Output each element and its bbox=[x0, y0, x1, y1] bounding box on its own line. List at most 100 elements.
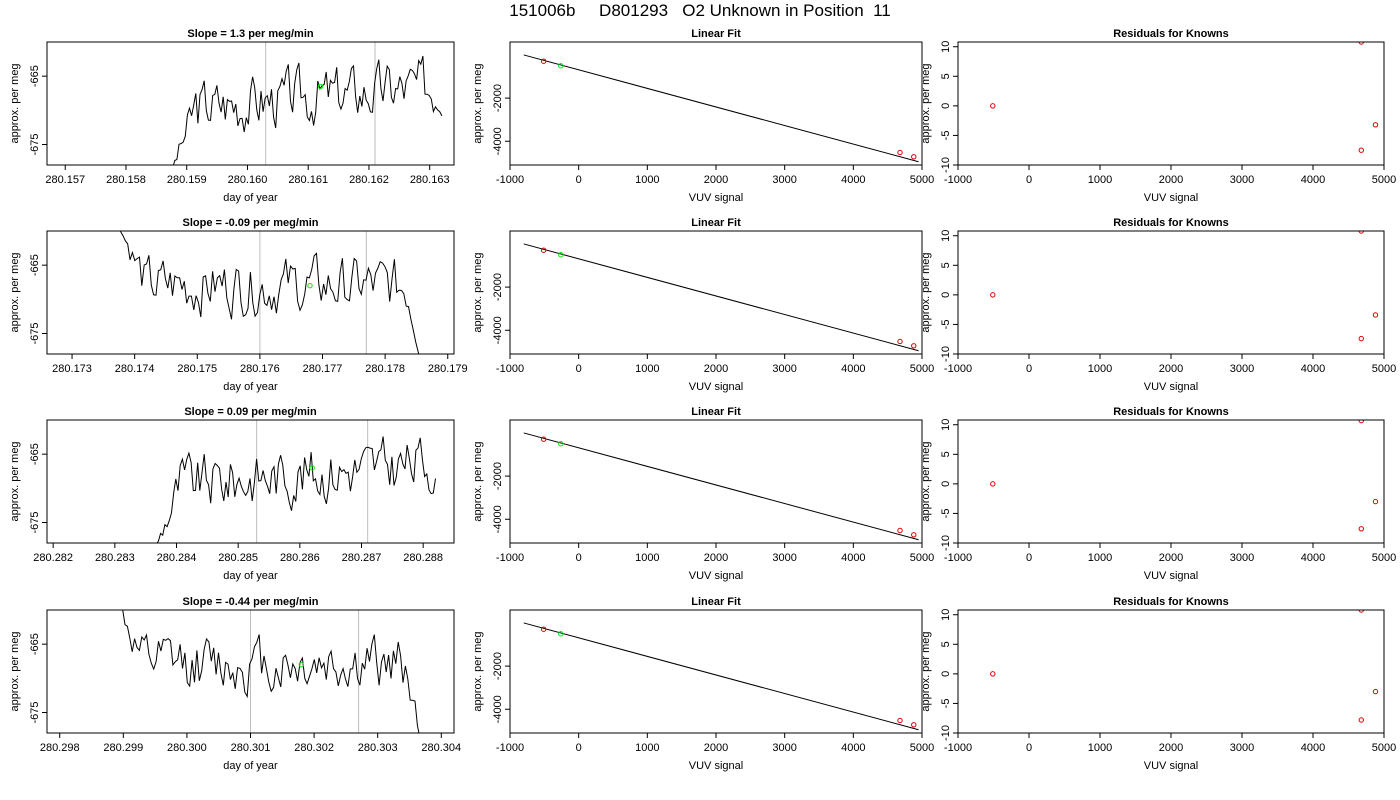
panel-title: Residuals for Knowns bbox=[1113, 217, 1229, 229]
x-tick-label: 280.286 bbox=[280, 552, 320, 564]
fit-line bbox=[523, 54, 919, 163]
panel-title: Slope = 0.09 per meg/min bbox=[184, 406, 317, 418]
x-tick-label: 4000 bbox=[841, 174, 865, 186]
panel-fit-row-1: Linear Fit -1000 0 1000 2000 3000 4000 5000 -200… bbox=[472, 28, 934, 204]
known-point-2 bbox=[897, 338, 903, 345]
x-tick-label: 280.299 bbox=[103, 742, 143, 754]
panel-title: Linear Fit bbox=[691, 217, 741, 229]
x-tick-label: 3000 bbox=[1230, 742, 1254, 754]
panel-title: Residuals for Knowns bbox=[1113, 406, 1229, 418]
x-axis-label: day of year bbox=[223, 381, 278, 393]
panel-timeseries-row-2: Slope = -0.09 per meg/min 280.173 280.174 2… bbox=[9, 217, 468, 393]
x-tick-label: 5000 bbox=[910, 552, 934, 564]
x-tick-label: 280.302 bbox=[294, 742, 334, 754]
fit-line bbox=[523, 243, 919, 352]
panel-timeseries-row-4: Slope = -0.44 per meg/min 280.298 280.299 2… bbox=[9, 596, 461, 772]
unknown-point-1 bbox=[558, 441, 564, 447]
panel-title: Slope = -0.09 per meg/min bbox=[182, 217, 318, 229]
y-tick-label: -10 bbox=[940, 725, 952, 741]
plot-data bbox=[990, 420, 1379, 532]
x-tick-label: 1000 bbox=[635, 552, 659, 564]
known-point-1 bbox=[540, 626, 547, 632]
x-tick-label: 2000 bbox=[1159, 363, 1183, 375]
y-tick-label: -2000 bbox=[492, 462, 504, 490]
known-point-4 bbox=[1372, 122, 1379, 128]
y-tick-label: 0 bbox=[940, 671, 952, 677]
y-tick-label: -2000 bbox=[492, 84, 504, 112]
x-tick-label: 280.282 bbox=[33, 552, 73, 564]
x-tick-label: 3000 bbox=[1230, 174, 1254, 186]
x-tick-label: -1000 bbox=[496, 363, 524, 375]
known-point-1 bbox=[990, 481, 996, 487]
x-tick-label: 2000 bbox=[704, 174, 728, 186]
x-tick-label: 280.162 bbox=[349, 174, 389, 186]
y-tick-label: -10 bbox=[940, 157, 952, 173]
x-tick-label: -1000 bbox=[944, 174, 972, 186]
y-axis-label: approx. per meg bbox=[472, 631, 484, 711]
x-tick-label: 2000 bbox=[704, 552, 728, 564]
x-tick-label: 280.173 bbox=[52, 363, 92, 375]
plot-frame bbox=[509, 41, 923, 166]
plot-frame bbox=[957, 230, 1385, 355]
x-tick-label: -1000 bbox=[944, 742, 972, 754]
x-tick-label: 0 bbox=[576, 174, 582, 186]
y-tick-label: -675 bbox=[29, 133, 41, 155]
x-tick-label: 3000 bbox=[772, 363, 796, 375]
known-point-1 bbox=[990, 292, 996, 298]
plot-data bbox=[990, 610, 1379, 723]
x-tick-label: 280.285 bbox=[218, 552, 258, 564]
x-tick-label: 280.160 bbox=[228, 174, 268, 186]
x-tick-label: 1000 bbox=[1088, 552, 1112, 564]
x-tick-label: 280.303 bbox=[358, 742, 398, 754]
known-point-2 bbox=[1358, 42, 1364, 45]
known-point-4 bbox=[1372, 312, 1379, 318]
y-axis-label: approx. per meg bbox=[920, 63, 932, 143]
panel-timeseries-row-3: Slope = 0.09 per meg/min 280.282 280.283 28… bbox=[9, 406, 455, 582]
y-axis-label: approx. per meg bbox=[9, 63, 21, 143]
panel-residuals-row-1: Residuals for Knowns -1000 0 1000 2000 3000 40… bbox=[920, 28, 1396, 204]
known-point-1 bbox=[990, 671, 996, 677]
plot-data bbox=[523, 432, 919, 541]
x-tick-label: 2000 bbox=[704, 363, 728, 375]
x-tick-label: 280.177 bbox=[303, 363, 343, 375]
x-tick-label: 280.176 bbox=[240, 363, 280, 375]
y-tick-label: -2000 bbox=[492, 652, 504, 680]
series-trace bbox=[172, 55, 443, 165]
x-tick-label: 4000 bbox=[1301, 363, 1325, 375]
known-point-3 bbox=[911, 532, 917, 538]
y-tick-label: 0 bbox=[940, 292, 952, 298]
x-tick-label: 0 bbox=[1026, 363, 1032, 375]
panel-title: Linear Fit bbox=[691, 596, 741, 608]
x-tick-label: 0 bbox=[1026, 174, 1032, 186]
fit-line bbox=[523, 622, 919, 731]
y-tick-label: -2000 bbox=[492, 273, 504, 301]
x-tick-label: 3000 bbox=[1230, 363, 1254, 375]
x-tick-label: 3000 bbox=[772, 174, 796, 186]
series-trace bbox=[156, 436, 436, 543]
panel-fit-row-2: Linear Fit -1000 0 1000 2000 3000 4000 5000 -200… bbox=[472, 217, 934, 393]
y-tick-label: 10 bbox=[940, 609, 952, 621]
y-tick-label: -4000 bbox=[492, 695, 504, 723]
plot-data bbox=[523, 243, 919, 352]
known-point-1 bbox=[540, 58, 547, 64]
x-tick-label: 5000 bbox=[1372, 363, 1396, 375]
y-tick-label: -10 bbox=[940, 535, 952, 551]
x-tick-label: 1000 bbox=[1088, 363, 1112, 375]
series-trace bbox=[119, 231, 420, 354]
y-axis-label: approx. per meg bbox=[920, 252, 932, 332]
y-tick-label: -5 bbox=[940, 131, 952, 141]
y-tick-label: 10 bbox=[940, 419, 952, 431]
unknown-point bbox=[298, 661, 305, 668]
panel-title: Linear Fit bbox=[691, 406, 741, 418]
known-point-3 bbox=[1358, 717, 1364, 723]
panel-residuals-row-2: Residuals for Knowns -1000 0 1000 2000 3000 40… bbox=[920, 217, 1396, 393]
known-point-1 bbox=[990, 103, 996, 109]
y-tick-label: -665 bbox=[29, 254, 41, 276]
x-tick-label: 3000 bbox=[772, 552, 796, 564]
x-tick-label: 4000 bbox=[841, 363, 865, 375]
x-axis-label: VUV signal bbox=[689, 760, 743, 772]
unknown-point bbox=[317, 83, 324, 90]
x-tick-label: 1000 bbox=[635, 174, 659, 186]
x-tick-label: 280.174 bbox=[115, 363, 155, 375]
